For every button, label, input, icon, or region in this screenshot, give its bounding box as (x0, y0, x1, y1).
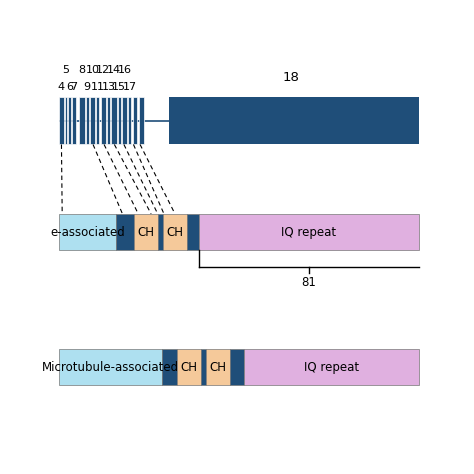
Bar (134, 214, 158, 250)
Bar (133, 97, 137, 145)
Bar (59, 214, 116, 250)
Text: 13: 13 (101, 82, 116, 92)
Bar (118, 97, 120, 145)
Bar (59, 349, 162, 385)
Bar (111, 97, 117, 145)
Text: 8: 8 (79, 65, 86, 75)
Bar (230, 349, 245, 385)
Bar (158, 214, 163, 250)
Bar (96, 97, 99, 145)
Bar (138, 97, 144, 145)
Bar (163, 214, 187, 250)
Bar (65, 97, 67, 145)
Bar (68, 97, 72, 145)
Text: CH: CH (166, 226, 183, 238)
Bar (107, 97, 110, 145)
Bar (86, 97, 89, 145)
Text: 12: 12 (96, 65, 110, 75)
Text: 10: 10 (86, 65, 100, 75)
Text: 16: 16 (118, 65, 132, 75)
Bar (201, 349, 206, 385)
Bar (199, 214, 419, 250)
Bar (73, 97, 76, 145)
Text: 17: 17 (123, 82, 137, 92)
Bar (116, 214, 134, 250)
Bar (187, 214, 199, 250)
Text: 9: 9 (83, 82, 91, 92)
Bar (80, 97, 84, 145)
Text: 6: 6 (66, 82, 73, 92)
Bar (90, 97, 95, 145)
Text: CH: CH (209, 361, 226, 374)
Bar (128, 97, 131, 145)
Text: 7: 7 (71, 82, 78, 92)
Bar (59, 97, 64, 145)
Text: e-associated: e-associated (50, 226, 125, 238)
Bar (206, 349, 230, 385)
Text: IQ repeat: IQ repeat (304, 361, 359, 374)
Bar (101, 97, 106, 145)
Text: 5: 5 (63, 65, 70, 75)
Bar (122, 97, 127, 145)
Bar (162, 349, 177, 385)
Text: 14: 14 (107, 65, 121, 75)
Text: 18: 18 (282, 71, 299, 84)
Bar (245, 349, 419, 385)
Text: Microtubule-associated: Microtubule-associated (42, 361, 179, 374)
Text: IQ repeat: IQ repeat (282, 226, 337, 238)
Bar (169, 97, 419, 145)
Bar (177, 349, 201, 385)
Text: CH: CH (137, 226, 154, 238)
Text: 15: 15 (112, 82, 126, 92)
Text: 81: 81 (301, 276, 317, 289)
Text: CH: CH (180, 361, 197, 374)
Text: 4: 4 (58, 82, 65, 92)
Text: 11: 11 (91, 82, 105, 92)
